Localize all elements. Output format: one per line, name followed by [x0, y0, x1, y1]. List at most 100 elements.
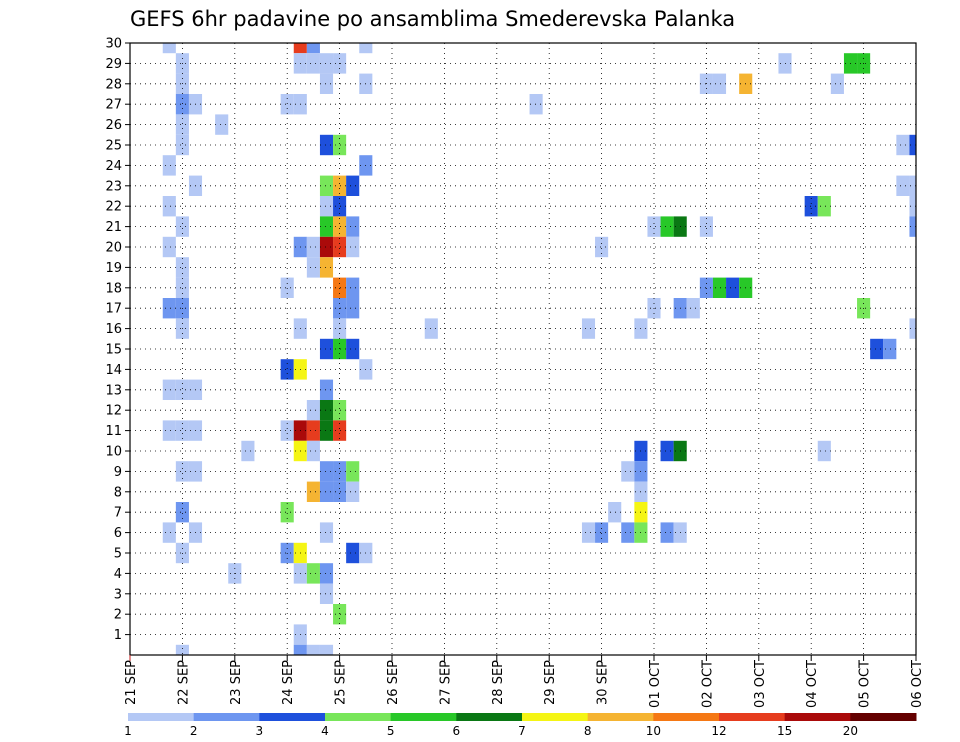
- legend-label: 15: [777, 724, 792, 738]
- heatmap-cell: [896, 175, 910, 196]
- heatmap-cell: [909, 318, 916, 339]
- heatmap-cell: [359, 43, 373, 54]
- y-tick-label: 5: [114, 547, 122, 562]
- heatmap-cell: [621, 522, 635, 543]
- heatmap-cell: [319, 257, 334, 278]
- x-tick-label: 28 SEP: [491, 660, 506, 705]
- heatmap-cell: [909, 216, 916, 237]
- legend-label: 20: [843, 724, 858, 738]
- y-tick-label: 13: [105, 383, 122, 398]
- y-tick-label: 24: [105, 159, 122, 174]
- heatmap-cell: [346, 277, 360, 298]
- heatmap-cell: [712, 277, 727, 298]
- x-tick-label: 24 SEP: [281, 660, 296, 705]
- heatmap-cell: [333, 196, 347, 217]
- x-tick-label: 06 OCT: [910, 660, 925, 708]
- heatmap-cell: [883, 338, 897, 360]
- plot-frame: [129, 42, 917, 656]
- heatmap-cell: [306, 257, 320, 278]
- heatmap-cell: [333, 461, 347, 482]
- heatmap-cell: [175, 420, 189, 441]
- legend-label: 8: [584, 724, 592, 738]
- heatmap-cell: [306, 53, 320, 74]
- heatmap-cell: [319, 481, 334, 502]
- y-tick-label: 2: [114, 608, 122, 623]
- heatmap-cell: [175, 257, 189, 278]
- y-tick-label: 3: [114, 587, 122, 602]
- heatmap-cell: [306, 644, 320, 655]
- heatmap-cell: [319, 196, 334, 217]
- y-tick-label: 18: [105, 281, 122, 296]
- heatmap-cell: [175, 379, 189, 400]
- heatmap-cell: [333, 277, 347, 298]
- y-tick-label: 16: [105, 322, 122, 337]
- heatmap-cells: [162, 43, 916, 655]
- legend-swatch: [259, 713, 326, 721]
- heatmap-cell: [306, 481, 320, 502]
- heatmap-cell: [817, 196, 831, 217]
- x-tick-label: 29 SEP: [543, 660, 558, 705]
- heatmap-cell: [346, 461, 360, 482]
- heatmap-cell: [333, 216, 347, 237]
- heatmap-cell: [280, 94, 294, 115]
- y-tick-label: 25: [105, 139, 122, 154]
- y-tick-label: 11: [105, 424, 122, 439]
- plot-area: 1234567891011121314151617181920212223242…: [105, 37, 925, 708]
- heatmap-cell: [699, 216, 713, 237]
- heatmap-cell: [319, 338, 334, 360]
- heatmap-cell: [870, 338, 884, 360]
- heatmap-cell: [319, 175, 334, 196]
- heatmap-cell: [175, 502, 189, 523]
- heatmap-cell: [346, 338, 360, 360]
- heatmap-cell: [647, 216, 661, 237]
- heatmap-cell: [660, 440, 674, 462]
- heatmap-cell: [306, 563, 320, 584]
- heatmap-cell: [621, 461, 635, 482]
- heatmap-cell: [581, 522, 596, 543]
- y-tick-label: 30: [105, 37, 122, 52]
- heatmap-cell: [241, 440, 255, 462]
- legend-label: 5: [387, 724, 395, 738]
- legend-swatch: [784, 713, 851, 721]
- legend-label: 12: [711, 724, 726, 738]
- heatmap-cell: [319, 73, 334, 94]
- x-tick-label: 05 OCT: [858, 660, 873, 708]
- heatmap-cell: [346, 236, 360, 258]
- heatmap-cell: [424, 318, 438, 339]
- legend-label: 10: [646, 724, 661, 738]
- heatmap-cell: [346, 216, 360, 237]
- y-tick-label: 10: [105, 445, 122, 460]
- y-tick-label: 19: [105, 261, 122, 276]
- heatmap-cell: [319, 583, 334, 604]
- heatmap-cell: [319, 53, 334, 74]
- heatmap-cell: [333, 175, 347, 196]
- heatmap-cell: [280, 359, 294, 380]
- heatmap-cell: [319, 400, 334, 421]
- legend-swatch: [128, 713, 195, 721]
- heatmap-cell: [293, 43, 307, 54]
- legend-swatch: [719, 713, 786, 721]
- heatmap-cell: [896, 134, 910, 156]
- heatmap-cell: [333, 236, 347, 258]
- heatmap-cell: [319, 134, 334, 156]
- y-tick-label: 15: [105, 343, 122, 358]
- heatmap-cell: [280, 502, 294, 523]
- y-tick-label: 21: [105, 220, 122, 235]
- y-tick-label: 7: [114, 506, 122, 521]
- y-tick-label: 29: [105, 57, 122, 72]
- heatmap-cell: [346, 542, 360, 564]
- heatmap-cell: [595, 522, 609, 543]
- heatmap-cell: [293, 644, 307, 655]
- heatmap-cell: [909, 175, 916, 196]
- y-tick-label: 8: [114, 485, 122, 500]
- heatmap-cell: [319, 420, 334, 441]
- y-tick-label: 4: [114, 567, 122, 582]
- x-tick-label: 03 OCT: [753, 660, 768, 708]
- heatmap-cell: [162, 420, 176, 441]
- heatmap-cell: [319, 236, 334, 258]
- heatmap-cell: [280, 277, 294, 298]
- legend-swatch: [456, 713, 523, 721]
- heatmap-cell: [333, 604, 347, 625]
- x-tick-label: 04 OCT: [805, 660, 820, 708]
- y-tick-label: 23: [105, 179, 122, 194]
